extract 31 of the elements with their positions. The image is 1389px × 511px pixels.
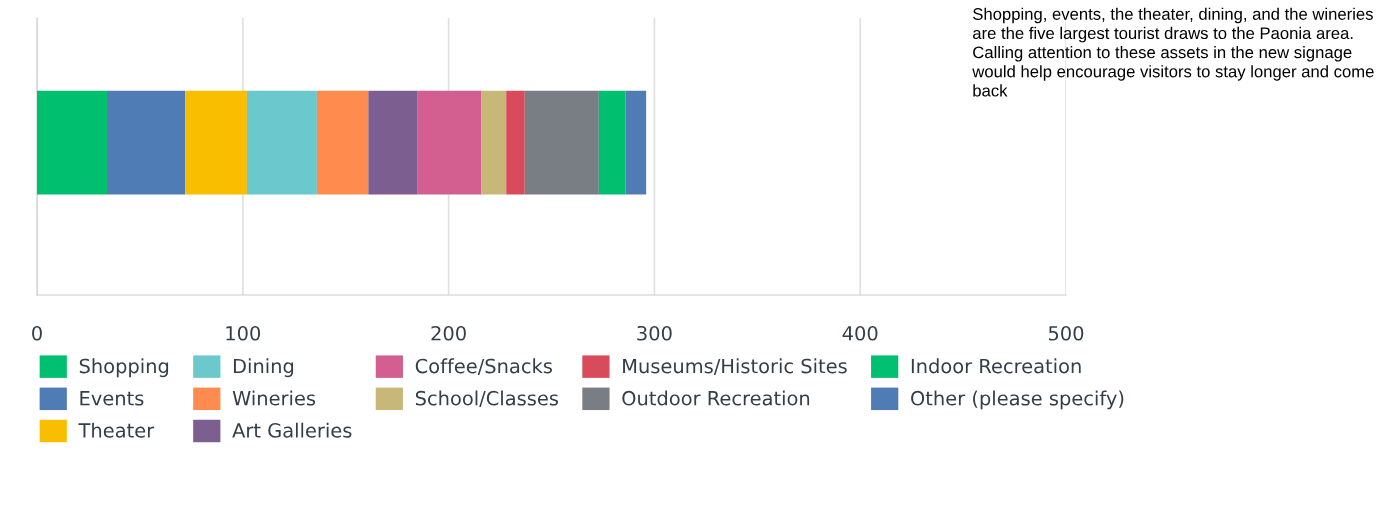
legend-label: Wineries <box>232 390 316 406</box>
x-tick-label: 200 <box>431 325 466 341</box>
legend-label: Shopping <box>79 358 169 378</box>
annotation: Shopping, events, the theater, dining, and the wineries are the five largest tourist draws to the Paonia area. Calling attention to these assets in the new signage would help encourage visitors to stay longer and come back <box>972 7 1374 97</box>
bar <box>625 90 647 195</box>
bar <box>316 90 369 195</box>
x-tick-label: 500 <box>1048 325 1084 341</box>
legend-label: Other (please specify) <box>911 390 1124 410</box>
legend-label: School/Classes <box>415 390 559 408</box>
x-tick-label: 400 <box>842 325 878 341</box>
legend-label: Art Galleries <box>232 422 352 438</box>
bar <box>37 90 107 195</box>
legend-label: Outdoor Recreation <box>622 390 810 406</box>
bar <box>598 90 626 195</box>
legend-label: Museums/Historic Sites <box>623 358 847 375</box>
x-tick-label: 0 <box>32 325 42 341</box>
bar <box>481 90 507 195</box>
legend-label: Events <box>80 391 144 406</box>
legend-label: Dining <box>233 358 294 378</box>
bar <box>417 90 482 195</box>
bar <box>185 90 247 195</box>
x-tick-label: 100 <box>226 325 261 341</box>
legend-label: Theater <box>78 422 155 438</box>
legend-label: Coffee/Snacks <box>415 358 552 375</box>
bar <box>524 90 599 195</box>
bar <box>246 90 317 195</box>
bar <box>506 90 525 195</box>
x-tick-label: 300 <box>637 325 672 341</box>
bar <box>106 90 186 195</box>
bar <box>368 90 418 195</box>
legend-label: Indoor Recreation <box>911 358 1081 374</box>
